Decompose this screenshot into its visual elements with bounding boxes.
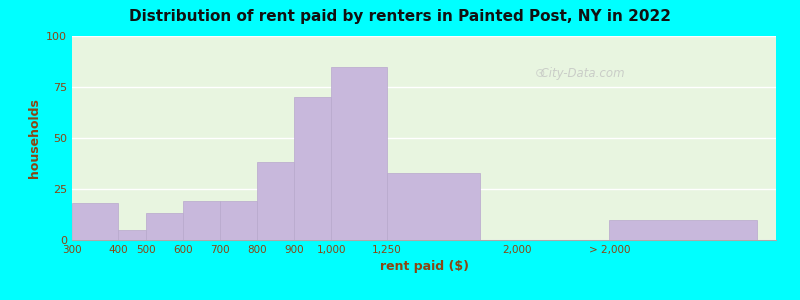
- Bar: [294, 97, 331, 240]
- X-axis label: rent paid ($): rent paid ($): [379, 260, 469, 273]
- Bar: [331, 67, 387, 240]
- Text: Distribution of rent paid by renters in Painted Post, NY in 2022: Distribution of rent paid by renters in …: [129, 9, 671, 24]
- Bar: [146, 214, 183, 240]
- Text: ⊙: ⊙: [535, 67, 546, 80]
- Bar: [258, 163, 294, 240]
- Bar: [183, 201, 220, 240]
- Bar: [72, 203, 118, 240]
- Y-axis label: households: households: [27, 98, 41, 178]
- Text: City-Data.com: City-Data.com: [533, 67, 625, 80]
- Bar: [387, 173, 479, 240]
- Bar: [610, 220, 758, 240]
- Bar: [220, 201, 258, 240]
- Bar: [118, 230, 146, 240]
